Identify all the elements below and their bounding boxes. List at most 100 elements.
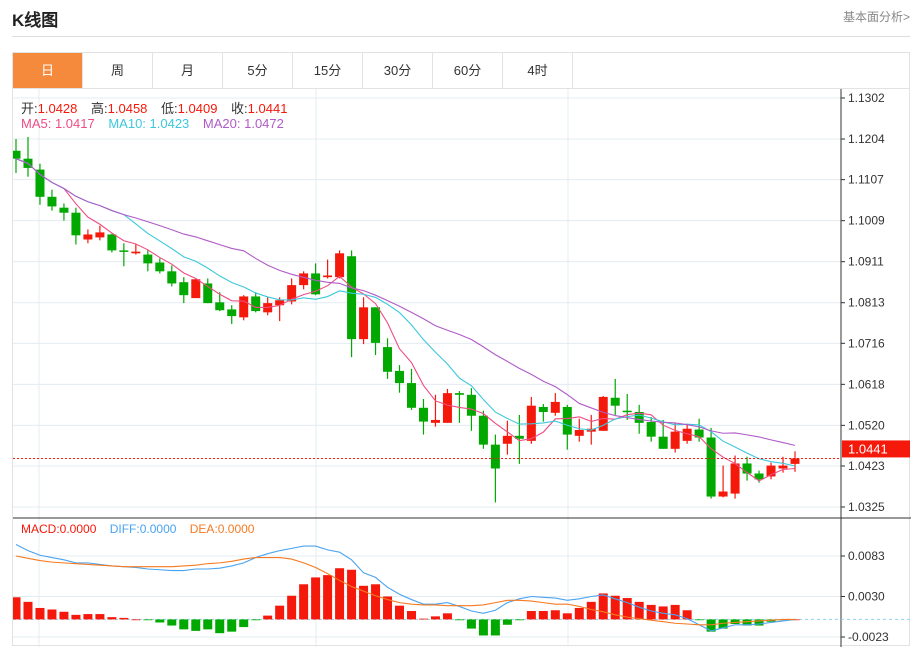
dea-line [15,555,795,626]
candle-up [790,458,800,464]
fundamental-analysis-link[interactable]: 基本面分析> [842,10,910,24]
candle-up [682,428,692,441]
candle-down [119,250,129,252]
macd-bar [251,619,261,621]
close-label: 收: [231,101,248,116]
ma20-line [15,158,796,446]
candle-down [454,393,464,395]
macd-legend: MACD:0.0000 DIFF:0.0000 DEA:0.0000 [21,522,264,536]
macd-bar [586,601,596,620]
macd-tick-label: 0.0030 [848,590,885,604]
candle-down [107,234,117,251]
candle-up [335,253,345,278]
candle-down [622,410,632,413]
macd-bar [275,605,285,620]
tab-month[interactable]: 月 [153,53,223,89]
candle-up [670,431,680,449]
macd-bar [610,595,620,620]
candle-up [442,393,452,423]
tab-60min[interactable]: 60分 [433,53,503,89]
candle-up [766,465,776,477]
price-tick-label: 1.1204 [848,132,885,146]
macd-bar [646,604,656,620]
price-tick-label: 1.0813 [848,296,885,310]
candle-down [538,406,548,412]
macd-bar [263,615,273,620]
candle-down [35,169,45,197]
price-tick-label: 1.0911 [848,255,884,269]
candle-down [59,207,69,213]
diff-line [15,544,796,632]
tab-30min[interactable]: 30分 [363,53,433,89]
candle-up [550,401,560,413]
macd-bar [239,619,249,628]
candle-down [490,444,500,469]
price-tick-label: 1.1009 [848,214,885,228]
macd-bar [203,619,213,630]
macd-bar [430,616,440,620]
macd-bar [47,609,57,620]
macd-bar [502,619,512,625]
macd-bar [335,568,345,620]
macd-bar [59,611,69,620]
macd-bar [574,607,584,620]
page-title: K线图 [12,11,59,30]
macd-bar [634,601,644,620]
candle-down [706,437,716,497]
candle-down [742,463,752,474]
low-label: 低: [161,101,178,116]
candle-down [478,415,488,445]
macd-bar [670,604,680,620]
candle-up [131,251,141,254]
macd-bar [742,619,752,626]
candle-up [323,275,333,278]
macd-bar [167,619,177,626]
candle-up [502,435,512,444]
tab-week[interactable]: 周 [83,53,153,89]
macd-bar [107,617,117,620]
ma5-line [15,158,796,482]
candle-up [83,234,93,240]
tab-5min[interactable]: 5分 [223,53,293,89]
macd-bar [454,619,464,621]
candle-down [71,212,81,236]
candle-down [215,302,225,311]
candle-down [634,411,644,423]
macd-bar [383,596,393,620]
ma-legend: MA5: 1.0417 MA10: 1.0423 MA20: 1.0472 [21,116,294,131]
dea-value: DEA:0.0000 [189,522,255,536]
macd-bar [71,614,81,620]
candle-down [311,273,321,295]
macd-bar [730,619,740,625]
macd-bar [562,613,572,620]
macd-bar [478,619,488,636]
candle-up [287,285,297,302]
macd-bar [83,614,93,620]
candle-down [13,150,21,159]
candle-up [598,396,608,431]
candle-up [718,491,728,497]
macd-bar [706,619,716,632]
ma20-legend: MA20: 1.0472 [202,116,284,131]
macd-bar [215,619,225,634]
tab-15min[interactable]: 15分 [293,53,363,89]
macd-bar [682,610,692,620]
candle-down [47,196,57,207]
diff-value: DIFF:0.0000 [109,522,177,536]
macd-bar [155,619,165,623]
tab-day[interactable]: 日 [13,53,83,89]
candle-up [359,307,369,340]
macd-bar [323,575,333,620]
tab-4hour[interactable]: 4时 [503,53,573,89]
candle-down [347,256,357,340]
kline-chart[interactable]: 1.1302 1.1204 1.1107 1.1009 1.0911 1.0813 1.07… [12,88,911,647]
macd-bar [227,619,237,632]
period-tabs: 日 周 月 5分 15分 30分 60分 4时 [12,52,910,89]
price-tick-label: 1.0520 [848,418,885,432]
price-tick-label: 1.1107 [848,173,884,187]
candle-up [526,405,536,441]
kline-svg[interactable]: 1.1302 1.1204 1.1107 1.1009 1.0911 1.0813 1.07… [13,89,911,647]
candle-down [251,296,261,312]
ma10-line [15,158,796,467]
macd-bar [13,597,21,620]
